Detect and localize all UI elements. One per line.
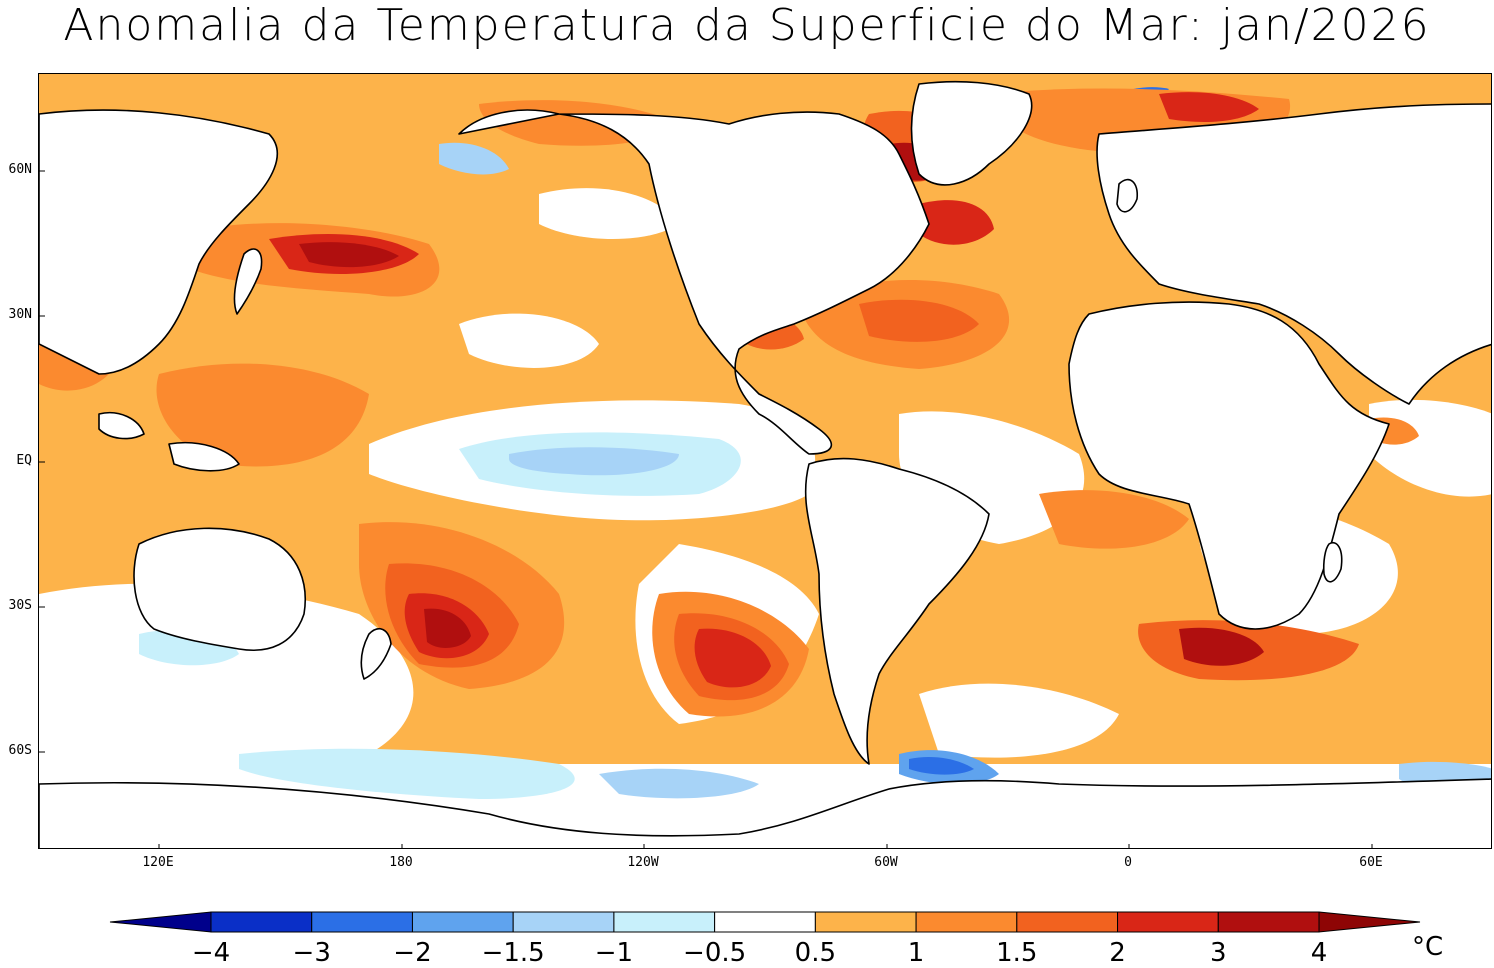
madagascar xyxy=(1322,542,1343,583)
colorbar-segment xyxy=(311,911,413,933)
colorbar-segment xyxy=(210,911,313,933)
maritime-continent xyxy=(168,441,240,472)
lon-label-120w: 120W xyxy=(627,855,659,870)
lon-label-60e: 60E xyxy=(1359,855,1383,870)
lon-label-0: 0 xyxy=(1124,855,1132,870)
colorbar-tick-label: −3 xyxy=(292,938,331,968)
colorbar-tick-label: −0.5 xyxy=(683,938,747,968)
lon-label-120e: 120E xyxy=(142,855,174,870)
colorbar-segment xyxy=(1016,911,1119,933)
lat-label-60s: 60S xyxy=(8,743,32,758)
lon-label-180: 180 xyxy=(389,855,413,870)
colorbar-segment xyxy=(1117,911,1219,933)
lat-label-eq: EQ xyxy=(16,453,32,468)
africa xyxy=(1068,301,1390,630)
colorbar-high-triangle xyxy=(1318,911,1421,933)
colorbar-tick-label: −4 xyxy=(191,938,231,968)
colorbar-tick-label: 2 xyxy=(1109,938,1126,968)
sst-anomaly-map xyxy=(38,73,1492,849)
map-ticks xyxy=(39,170,1373,848)
japan xyxy=(233,248,263,315)
lat-label-60n: 60N xyxy=(8,162,32,177)
colorbar-tick-label: 0.5 xyxy=(794,938,837,968)
north-america xyxy=(458,109,930,455)
lat-label-30n: 30N xyxy=(8,307,32,322)
antarctica xyxy=(39,778,1491,848)
colorbar-tick-label: 1.5 xyxy=(996,938,1038,968)
colorbar-tick-label: −2 xyxy=(393,938,432,968)
colorbar-segment xyxy=(915,911,1018,933)
colorbar-segment xyxy=(1217,911,1320,933)
colorbar-tick-label: −1 xyxy=(594,938,634,968)
new-zealand xyxy=(360,628,392,680)
colorbar-tick-label: −1.5 xyxy=(481,938,545,968)
colorbar-segment xyxy=(411,911,514,933)
colorbar-unit: °C xyxy=(1412,932,1444,962)
continents xyxy=(39,80,1491,848)
colorbar-segment xyxy=(512,911,615,933)
colorbar-tick-label: 1 xyxy=(907,938,925,968)
lon-label-60w: 60W xyxy=(874,855,898,870)
australia xyxy=(133,527,306,651)
colorbar-segment xyxy=(814,911,917,933)
lat-label-30s: 30S xyxy=(8,598,32,613)
colorbar-segment xyxy=(714,911,816,933)
colorbar-low-triangle xyxy=(109,911,212,933)
colorbar-tick-label: 4 xyxy=(1310,938,1328,968)
south-america xyxy=(804,457,990,765)
colorbar-segment xyxy=(613,911,716,933)
map-title: Anomalia da Temperatura da Superficie do… xyxy=(63,0,1431,51)
british-isles xyxy=(1116,178,1139,213)
colorbar xyxy=(109,911,1421,933)
colorbar-tick-label: 3 xyxy=(1209,938,1227,968)
greenland xyxy=(910,80,1033,186)
eurasia xyxy=(1096,103,1491,405)
east-asia xyxy=(39,109,279,375)
